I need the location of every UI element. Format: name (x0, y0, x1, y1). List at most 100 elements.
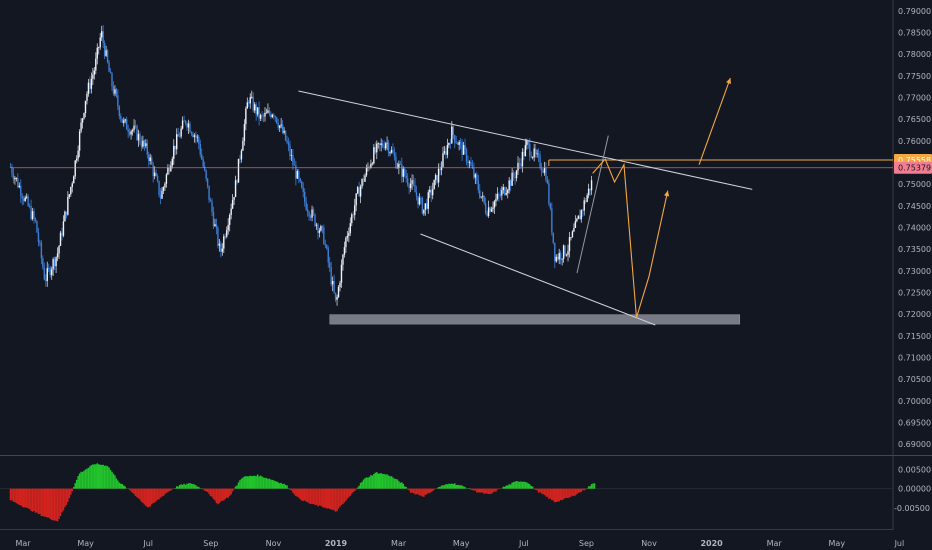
candle-body (352, 214, 354, 216)
oscillator-bar (68, 488, 71, 499)
time-tick-label: May (829, 539, 846, 548)
candle-body (461, 142, 463, 155)
oscillator-bar (355, 488, 357, 490)
candle-body (346, 235, 349, 238)
candle-body (340, 264, 343, 283)
price-axis-labels: 0.79000 0.78500 0.78000 0.77500 0.77000 0.765… (898, 7, 931, 449)
oscillator-bar (521, 481, 524, 489)
candle-body (206, 178, 209, 186)
candle-body (471, 165, 474, 169)
candle-body (98, 47, 100, 48)
candle-body (577, 215, 580, 219)
oscillator-bar (317, 488, 319, 507)
oscillator-bar (308, 488, 310, 504)
oscillator-bar (471, 488, 474, 491)
candle-body (424, 203, 427, 210)
oscillator-bar (280, 482, 282, 489)
candle-body (415, 192, 418, 196)
oscillator-bar (381, 474, 384, 489)
candle-body (420, 197, 422, 199)
candle-body (534, 148, 537, 154)
candle-body (52, 259, 54, 270)
oscillator-bar (167, 488, 169, 493)
oscillator-bar (448, 483, 450, 489)
oscillator-bar (533, 488, 535, 490)
oscillator-bar (93, 464, 96, 489)
oscillator-bar (49, 488, 51, 519)
candle-body (439, 168, 441, 171)
oscillator-bar (418, 488, 421, 496)
candle-body (131, 130, 134, 132)
candle-body (237, 158, 240, 183)
oscillator-bar (111, 471, 113, 489)
oscillator-bar (584, 488, 587, 490)
candle-body (548, 183, 550, 204)
oscillator-bar (214, 488, 216, 501)
oscillator-bar (326, 488, 328, 509)
candle-body (449, 143, 452, 144)
oscillator-bar (331, 488, 334, 510)
oscillator-bar (155, 488, 157, 502)
oscillator-bar (571, 488, 574, 496)
oscillator-bar (184, 484, 187, 489)
candle-body (292, 155, 294, 165)
oscillator-bar (524, 482, 527, 489)
oscillator-bar (573, 488, 575, 497)
oscillator-bar (183, 483, 185, 489)
oscillator-bar (389, 476, 391, 489)
oscillator-bar (281, 484, 284, 489)
candle-body (582, 210, 584, 212)
candle-body (215, 224, 218, 228)
candle-body (505, 193, 507, 195)
oscillator-bar (321, 488, 324, 507)
oscillator-bar (95, 464, 97, 489)
oscillator-bar (186, 483, 188, 489)
oscillator-bar (80, 471, 82, 489)
oscillator-bar (555, 488, 558, 502)
oscillator-bar (301, 488, 303, 501)
oscillator-bar (64, 488, 66, 508)
oscillator-bar (415, 488, 418, 495)
candle-body (177, 134, 179, 137)
oscillator-bar (359, 482, 362, 489)
candle-body (180, 128, 182, 137)
oscillator-bar (318, 488, 321, 506)
oscillator-bar (130, 488, 132, 492)
candle-body (15, 177, 18, 179)
candle-body (562, 245, 565, 259)
oscillator-bar (18, 488, 21, 506)
oscillator-bar (462, 486, 465, 489)
oscillator-bar (474, 488, 477, 491)
candle-body (153, 172, 156, 177)
oscillator-bar (406, 488, 409, 490)
candle-body (81, 118, 84, 123)
oscillator-bar (567, 488, 569, 499)
candle-body (583, 200, 585, 211)
candle-body (342, 254, 344, 265)
candle-body (199, 143, 201, 155)
candle-body (455, 142, 457, 144)
candle-body (527, 141, 530, 144)
price-tick-label: 0.73000 (898, 267, 931, 276)
oscillator-tick-label: -0.00500 (894, 504, 930, 513)
oscillator-bar (559, 488, 562, 501)
candle-body (73, 176, 75, 184)
oscillator-bar (487, 488, 490, 495)
projection-arrowhead (664, 190, 670, 197)
candle-body (48, 268, 50, 269)
candle-body (518, 162, 521, 164)
oscillator-bar (542, 488, 544, 495)
time-tick-label: Sep (579, 539, 594, 548)
oscillator-bar (230, 488, 232, 495)
candle-body (217, 227, 219, 246)
candle-body (45, 279, 47, 281)
oscillator-bar (554, 488, 556, 503)
candle-body (473, 168, 475, 178)
oscillator-bar (15, 488, 18, 504)
time-tick-label: Nov (641, 539, 657, 548)
oscillator-bar (228, 488, 231, 496)
oscillator-bar (514, 481, 516, 489)
oscillator-bar (502, 486, 505, 489)
candle-body (454, 135, 456, 143)
